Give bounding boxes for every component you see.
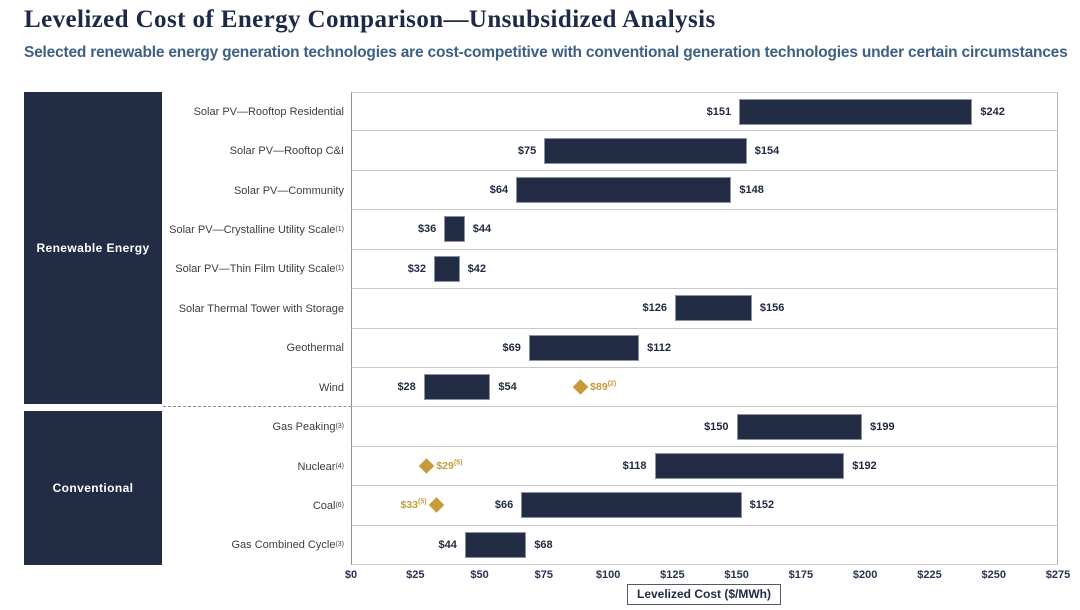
- range-bar: [654, 453, 845, 479]
- range-bar: [544, 137, 747, 164]
- range-bar: [516, 177, 732, 204]
- group-label-renewable-energy: Renewable Energy: [36, 241, 150, 255]
- row-plot-area: $118 $192 $29(5): [351, 446, 1058, 487]
- x-axis-tick-label: $75: [534, 569, 553, 581]
- row-label: Gas Combined Cycle (3): [231, 539, 345, 552]
- chart-rows: Solar PV—Rooftop Residential $151 $242 Sola…: [163, 92, 1058, 566]
- row-plot-area: $64 $148: [351, 170, 1058, 211]
- high-value-label: $54: [498, 381, 517, 394]
- row-plot-area: $28 $54 $89(2): [351, 367, 1058, 408]
- chart-row: Gas Combined Cycle (3) $44 $68: [163, 525, 1058, 566]
- low-value-label: $151: [706, 105, 732, 118]
- row-label: Solar PV—Rooftop C&I: [229, 145, 344, 158]
- x-axis-tick-label: $125: [660, 569, 685, 581]
- range-bar: [736, 413, 863, 440]
- low-value-label: $28: [397, 381, 416, 394]
- chart-row: Solar PV—Thin Film Utility Scale (1) $32 $4…: [163, 249, 1058, 290]
- low-value-label: $69: [502, 341, 521, 354]
- low-value-label: $32: [407, 262, 427, 275]
- diamond-marker-icon: [572, 379, 588, 395]
- row-label: Wind: [318, 381, 344, 394]
- range-bar: [675, 295, 752, 322]
- low-value-label: $64: [489, 184, 509, 197]
- high-value-label: $44: [472, 223, 492, 236]
- range-bar: [434, 255, 460, 282]
- low-value-label: $75: [517, 144, 537, 157]
- x-axis-title: Levelized Cost ($/MWh): [626, 584, 782, 605]
- row-label: Solar PV—Community: [233, 184, 344, 197]
- row-label: Nuclear (4): [297, 460, 344, 473]
- range-bar: [464, 531, 527, 558]
- x-axis-tick-label: $225: [917, 569, 942, 581]
- row-plot-area: $126 $156: [351, 289, 1058, 329]
- row-plot-area: $32 $42: [351, 249, 1058, 290]
- chart-row: Wind $28 $54 $89(2): [163, 367, 1058, 408]
- high-value-label: $199: [870, 420, 895, 433]
- x-axis-tick-label: $50: [470, 569, 489, 581]
- high-value-label: $242: [980, 105, 1005, 118]
- row-plot-area: $44 $68: [351, 525, 1058, 566]
- chart-row: Coal (6) $66 $152 $33(5): [163, 486, 1058, 526]
- row-plot-area: $66 $152 $33(5): [351, 486, 1058, 526]
- row-label: Geothermal: [286, 342, 344, 355]
- low-value-label: $44: [438, 538, 457, 551]
- x-axis-tick-label: $100: [595, 569, 621, 581]
- high-value-label: $154: [754, 144, 780, 157]
- row-plot-area: $150 $199: [351, 407, 1058, 447]
- row-label: Solar Thermal Tower with Storage: [178, 302, 344, 315]
- chart-row: Geothermal $69 $112: [163, 328, 1058, 368]
- low-value-label: $36: [417, 223, 437, 236]
- range-bar: [423, 374, 491, 401]
- low-value-label: $126: [642, 302, 668, 315]
- row-label: Solar PV—Crystalline Utility Scale (1): [169, 223, 344, 236]
- row-label: Gas Peaking (3): [272, 421, 344, 434]
- low-value-label: $118: [622, 460, 647, 472]
- row-plot-area: $69 $112: [351, 328, 1058, 368]
- x-axis-tick-label: $0: [344, 569, 358, 581]
- high-value-label: $192: [852, 460, 877, 472]
- page-title: Levelized Cost of Energy Comparison—Unsu…: [24, 6, 716, 33]
- x-axis-ticks: $0 $25 $50 $75 $100 $125 $150 $175 $200 $225 $250 $…: [345, 569, 1070, 585]
- x-axis-tick-label: $150: [724, 569, 749, 581]
- x-axis-tick-label: $200: [852, 569, 878, 581]
- high-value-label: $42: [467, 262, 487, 275]
- row-label: Coal (6): [312, 499, 344, 512]
- chart-row: Solar PV—Crystalline Utility Scale (1) $36…: [163, 210, 1058, 250]
- chart-row: Solar PV—Rooftop Residential $151 $242: [163, 92, 1058, 132]
- range-bar: [521, 492, 742, 519]
- range-bar: [444, 216, 465, 243]
- chart-row: Solar Thermal Tower with Storage $126 $156: [163, 289, 1058, 329]
- group-label-conventional: Conventional: [52, 481, 134, 495]
- x-axis-tick-label: $275: [1045, 569, 1071, 581]
- diamond-marker-label: $29(5): [436, 459, 463, 473]
- high-value-label: $156: [759, 302, 785, 315]
- high-value-label: $148: [739, 184, 764, 197]
- page-subtitle: Selected renewable energy generation tec…: [24, 44, 1068, 61]
- chart-row: Nuclear (4) $118 $192 $29(5): [163, 446, 1058, 487]
- x-axis-tick-label: $25: [406, 569, 425, 581]
- row-label: Solar PV—Thin Film Utility Scale (1): [175, 263, 344, 276]
- row-label: Solar PV—Rooftop Residential: [193, 105, 344, 118]
- x-axis-tick-label: $250: [981, 569, 1006, 581]
- diamond-marker-icon: [428, 497, 445, 514]
- high-value-label: $112: [647, 341, 671, 354]
- low-value-label: $150: [704, 420, 729, 433]
- diamond-marker-label: $89(2): [590, 380, 617, 394]
- row-plot-area: $75 $154: [351, 131, 1058, 171]
- group-box-renewable-energy: Renewable Energy: [24, 92, 162, 404]
- range-bar: [739, 98, 973, 125]
- row-plot-area: $151 $242: [351, 92, 1058, 132]
- high-value-label: $152: [749, 499, 775, 512]
- chart-row: Gas Peaking (3) $150 $199: [163, 407, 1058, 447]
- low-value-label: $66: [494, 499, 514, 512]
- chart-row: Solar PV—Rooftop C&I $75 $154: [163, 131, 1058, 171]
- x-axis-tick-label: $175: [788, 569, 814, 581]
- diamond-marker-label: $33(5): [400, 498, 427, 512]
- high-value-label: $68: [534, 538, 553, 551]
- chart-row: Solar PV—Community $64 $148: [163, 170, 1058, 211]
- range-bar: [528, 334, 640, 361]
- group-box-conventional: Conventional: [24, 411, 162, 565]
- row-plot-area: $36 $44: [351, 210, 1058, 250]
- diamond-marker-icon: [418, 458, 435, 474]
